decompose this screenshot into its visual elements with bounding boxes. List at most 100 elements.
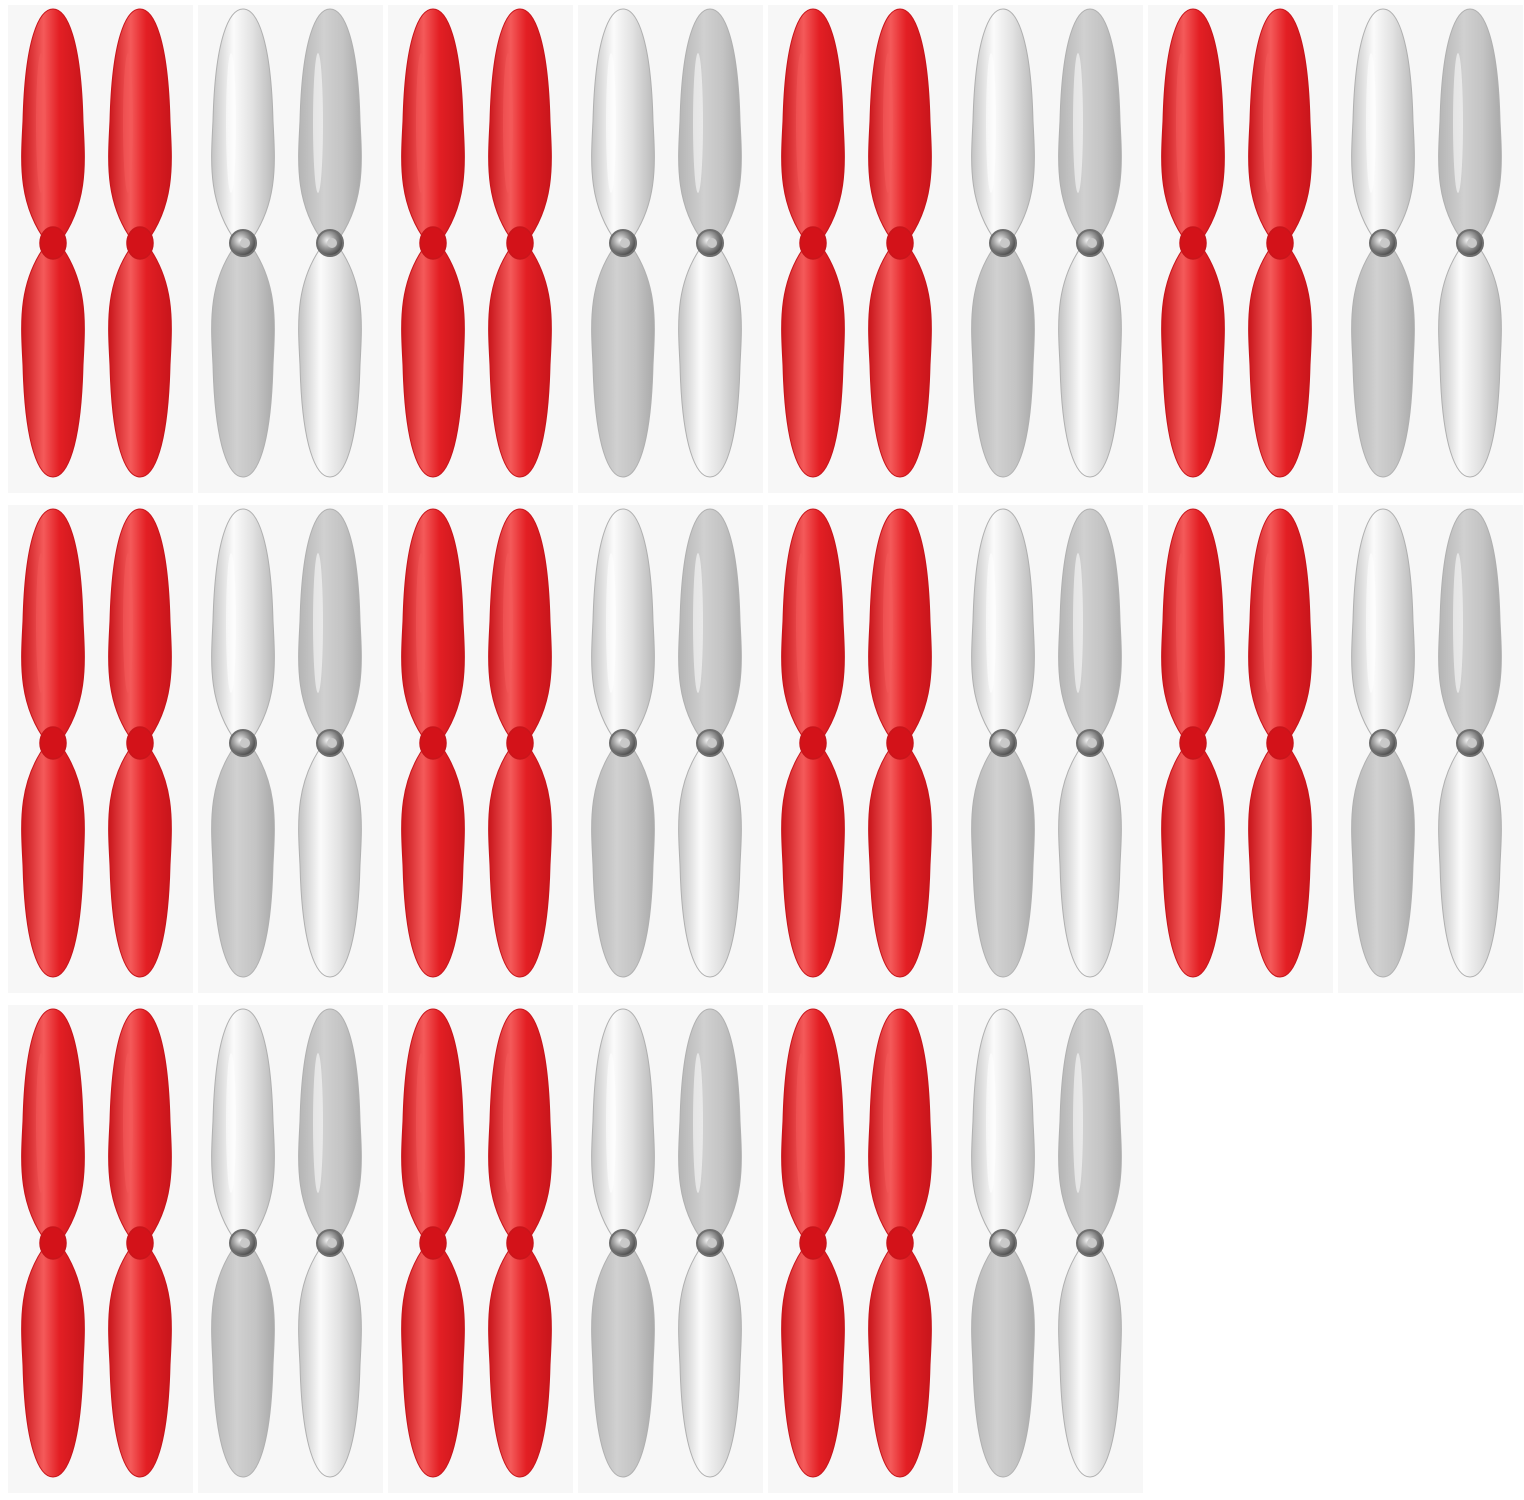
blade-highlight xyxy=(123,553,133,693)
propeller-hub xyxy=(799,1226,827,1260)
blade-upper xyxy=(1248,8,1312,244)
blade-highlight xyxy=(1073,553,1083,693)
blade-upper xyxy=(211,508,275,744)
red-propeller xyxy=(781,508,845,978)
clear-propeller xyxy=(211,8,275,478)
blade-upper xyxy=(971,1008,1035,1244)
blade-upper xyxy=(21,508,85,744)
blade-upper xyxy=(971,508,1035,744)
blade-lower xyxy=(1058,742,1122,978)
blade-highlight xyxy=(226,553,236,693)
clear-propeller xyxy=(298,1008,362,1478)
blade-upper xyxy=(401,8,465,244)
blade-lower xyxy=(401,742,465,978)
blade-lower xyxy=(298,242,362,478)
hub-bore xyxy=(620,738,630,748)
clear-propeller-pack xyxy=(1338,5,1523,493)
blade-lower xyxy=(21,742,85,978)
blade-lower xyxy=(211,1242,275,1478)
blade-upper xyxy=(868,1008,932,1244)
propeller-hub xyxy=(799,226,827,260)
blade-upper xyxy=(298,1008,362,1244)
hub-bore xyxy=(1000,238,1010,248)
blade-lower xyxy=(1438,742,1502,978)
red-propeller-pack xyxy=(8,505,193,993)
clear-propeller xyxy=(211,508,275,978)
hub-bore xyxy=(1087,1238,1097,1248)
clear-propeller-pack xyxy=(958,5,1143,493)
red-propeller xyxy=(781,1008,845,1478)
blade-highlight xyxy=(503,1053,513,1193)
red-propeller-pack xyxy=(8,1005,193,1493)
blade-lower xyxy=(108,742,172,978)
blade-lower xyxy=(971,1242,1035,1478)
blade-highlight xyxy=(36,1053,46,1193)
propeller-hub xyxy=(886,1226,914,1260)
propeller-hub xyxy=(1266,226,1294,260)
clear-propeller xyxy=(971,1008,1035,1478)
clear-propeller xyxy=(1438,8,1502,478)
blade-highlight xyxy=(1263,53,1273,193)
blade-lower xyxy=(781,242,845,478)
blade-highlight xyxy=(1366,553,1376,693)
blade-highlight xyxy=(986,1053,996,1193)
red-propeller xyxy=(1161,508,1225,978)
blade-highlight xyxy=(226,1053,236,1193)
blade-upper xyxy=(591,508,655,744)
red-propeller xyxy=(781,8,845,478)
blade-upper xyxy=(211,1008,275,1244)
red-propeller xyxy=(108,8,172,478)
blade-upper xyxy=(21,1008,85,1244)
blade-highlight xyxy=(796,1053,806,1193)
clear-propeller xyxy=(1351,508,1415,978)
blade-highlight xyxy=(1366,53,1376,193)
blade-highlight xyxy=(1176,553,1186,693)
hub-bore xyxy=(707,238,717,248)
clear-propeller xyxy=(211,1008,275,1478)
red-propeller xyxy=(1161,8,1225,478)
propeller-hub xyxy=(886,726,914,760)
blade-lower xyxy=(21,1242,85,1478)
propeller-hub xyxy=(419,1226,447,1260)
blade-highlight xyxy=(503,53,513,193)
blade-lower xyxy=(1248,242,1312,478)
blade-upper xyxy=(488,8,552,244)
blade-highlight xyxy=(416,1053,426,1193)
propeller-hub xyxy=(126,226,154,260)
clear-propeller xyxy=(678,508,742,978)
hub-bore xyxy=(327,738,337,748)
red-propeller-pack xyxy=(1148,5,1333,493)
blade-highlight xyxy=(883,53,893,193)
clear-propeller-pack xyxy=(1338,505,1523,993)
blade-lower xyxy=(488,242,552,478)
red-propeller-pack xyxy=(388,1005,573,1493)
clear-propeller-pack xyxy=(578,1005,763,1493)
red-propeller xyxy=(1248,508,1312,978)
blade-highlight xyxy=(313,1053,323,1193)
hub-bore xyxy=(1380,738,1390,748)
red-propeller-pack xyxy=(1148,505,1333,993)
propeller-hub xyxy=(39,1226,67,1260)
red-propeller xyxy=(21,1008,85,1478)
clear-propeller xyxy=(1058,8,1122,478)
clear-propeller xyxy=(591,1008,655,1478)
clear-propeller xyxy=(971,508,1035,978)
blade-highlight xyxy=(796,553,806,693)
blade-lower xyxy=(401,242,465,478)
blade-highlight xyxy=(1453,553,1463,693)
blade-upper xyxy=(591,8,655,244)
blade-upper xyxy=(868,508,932,744)
blade-lower xyxy=(211,742,275,978)
clear-propeller-pack xyxy=(958,1005,1143,1493)
propeller-hub xyxy=(886,226,914,260)
clear-propeller xyxy=(678,1008,742,1478)
blade-upper xyxy=(1161,8,1225,244)
blade-upper xyxy=(211,8,275,244)
blade-highlight xyxy=(1073,1053,1083,1193)
blade-lower xyxy=(108,1242,172,1478)
blade-highlight xyxy=(986,53,996,193)
blade-upper xyxy=(108,8,172,244)
blade-lower xyxy=(1058,242,1122,478)
red-propeller xyxy=(21,8,85,478)
blade-upper xyxy=(1248,508,1312,744)
